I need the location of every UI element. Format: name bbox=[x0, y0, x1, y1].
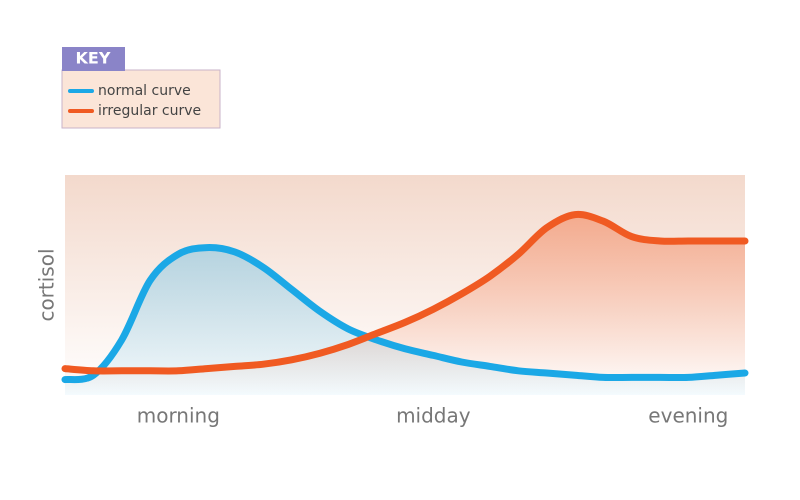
legend-label: normal curve bbox=[98, 83, 191, 99]
line bbox=[61, 210, 749, 375]
legend-title: KEY bbox=[76, 49, 111, 68]
legend-box bbox=[61, 69, 221, 129]
line bbox=[61, 244, 749, 384]
legend-title-box bbox=[62, 47, 125, 71]
y-axis-label: cortisol bbox=[35, 248, 59, 321]
x-tick-label: morning bbox=[137, 404, 220, 428]
area bbox=[65, 247, 745, 395]
x-tick-label: evening bbox=[648, 404, 728, 428]
area bbox=[65, 214, 745, 395]
legend-label: irregular curve bbox=[98, 103, 201, 119]
x-tick-label: midday bbox=[396, 404, 471, 428]
